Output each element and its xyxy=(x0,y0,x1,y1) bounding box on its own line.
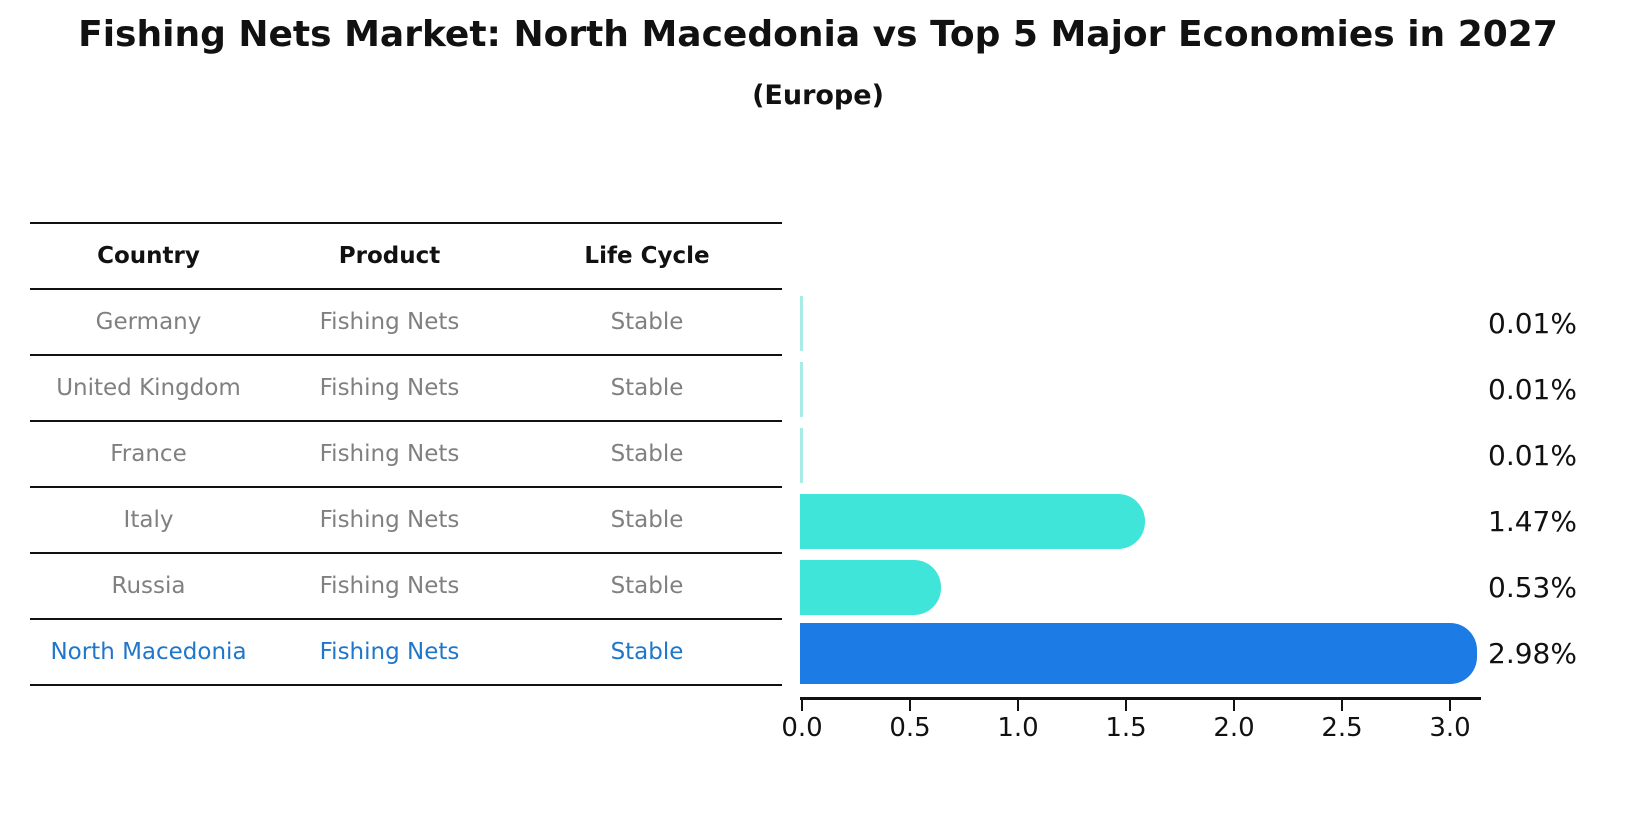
x-axis-tick xyxy=(1125,700,1127,711)
table-cell-country: Germany xyxy=(95,309,202,335)
table-cell-country: North Macedonia xyxy=(50,639,247,665)
x-axis-tick xyxy=(1449,700,1451,711)
table-cell-country: United Kingdom xyxy=(56,375,241,401)
x-axis-tick xyxy=(909,700,911,711)
table-cell-product: Fishing Nets xyxy=(319,573,460,599)
value-label-france: 0.01% xyxy=(1488,438,1577,472)
table-header-product: Product xyxy=(338,243,441,269)
bar-russia xyxy=(800,559,941,615)
table-cell-life-cycle: Stable xyxy=(610,441,684,467)
table-cell-country: Italy xyxy=(123,507,174,533)
table-cell-life-cycle: Stable xyxy=(610,309,684,335)
table-cell-life-cycle: Stable xyxy=(610,573,684,599)
x-axis-tick-label: 0.5 xyxy=(889,713,931,743)
chart-subtitle: (Europe) xyxy=(752,80,884,111)
table-cell-product: Fishing Nets xyxy=(319,639,460,665)
value-label-united-kingdom: 0.01% xyxy=(1488,372,1577,406)
country-table: Country Product Life Cycle Germany Fishin… xyxy=(30,222,782,686)
table-cell-product: Fishing Nets xyxy=(319,309,460,335)
table-cell-product: Fishing Nets xyxy=(319,507,460,533)
value-label-russia: 0.53% xyxy=(1488,570,1577,604)
x-axis-tick-label: 1.5 xyxy=(1105,713,1147,743)
table-cell-product: Fishing Nets xyxy=(319,441,460,467)
value-label-italy: 1.47% xyxy=(1488,504,1577,538)
table-cell-life-cycle: Stable xyxy=(610,507,684,533)
x-axis-tick xyxy=(801,700,803,711)
bar-italy xyxy=(800,493,1145,549)
table-row-united-kingdom: United Kingdom Fishing Nets Stable xyxy=(30,356,782,422)
table-row-germany: Germany Fishing Nets Stable xyxy=(30,290,782,356)
table-row-russia: Russia Fishing Nets Stable xyxy=(30,554,782,620)
bar-north-macedonia xyxy=(800,622,1477,684)
table-cell-country: France xyxy=(110,441,187,467)
x-axis-tick xyxy=(1233,700,1235,711)
value-label-north-macedonia: 2.98% xyxy=(1488,636,1577,670)
x-axis-tick-label: 2.5 xyxy=(1321,713,1363,743)
table-row-north-macedonia: North Macedonia Fishing Nets Stable xyxy=(30,620,782,686)
x-axis-tick-label: 2.0 xyxy=(1213,713,1255,743)
x-axis-tick-label: 1.0 xyxy=(997,713,1039,743)
table-header-row: Country Product Life Cycle xyxy=(30,222,782,290)
table-cell-life-cycle: Stable xyxy=(610,639,684,665)
x-axis-line xyxy=(800,697,1481,700)
bar-germany xyxy=(800,295,803,351)
table-row-italy: Italy Fishing Nets Stable xyxy=(30,488,782,554)
bar-france xyxy=(800,427,803,483)
chart-title: Fishing Nets Market: North Macedonia vs … xyxy=(78,14,1558,55)
table-row-france: France Fishing Nets Stable xyxy=(30,422,782,488)
bar-united-kingdom xyxy=(800,361,803,417)
table-cell-life-cycle: Stable xyxy=(610,375,684,401)
table-body: Germany Fishing Nets Stable United Kingdom F… xyxy=(30,290,782,686)
value-label-germany: 0.01% xyxy=(1488,306,1577,340)
x-axis-tick-label: 3.0 xyxy=(1429,713,1471,743)
x-axis-tick xyxy=(1341,700,1343,711)
table-cell-country: Russia xyxy=(111,573,186,599)
x-axis-tick xyxy=(1017,700,1019,711)
table-header-life-cycle: Life Cycle xyxy=(584,243,710,269)
table-header-country: Country xyxy=(97,243,200,269)
table-cell-product: Fishing Nets xyxy=(319,375,460,401)
x-axis-tick-label: 0.0 xyxy=(781,713,823,743)
